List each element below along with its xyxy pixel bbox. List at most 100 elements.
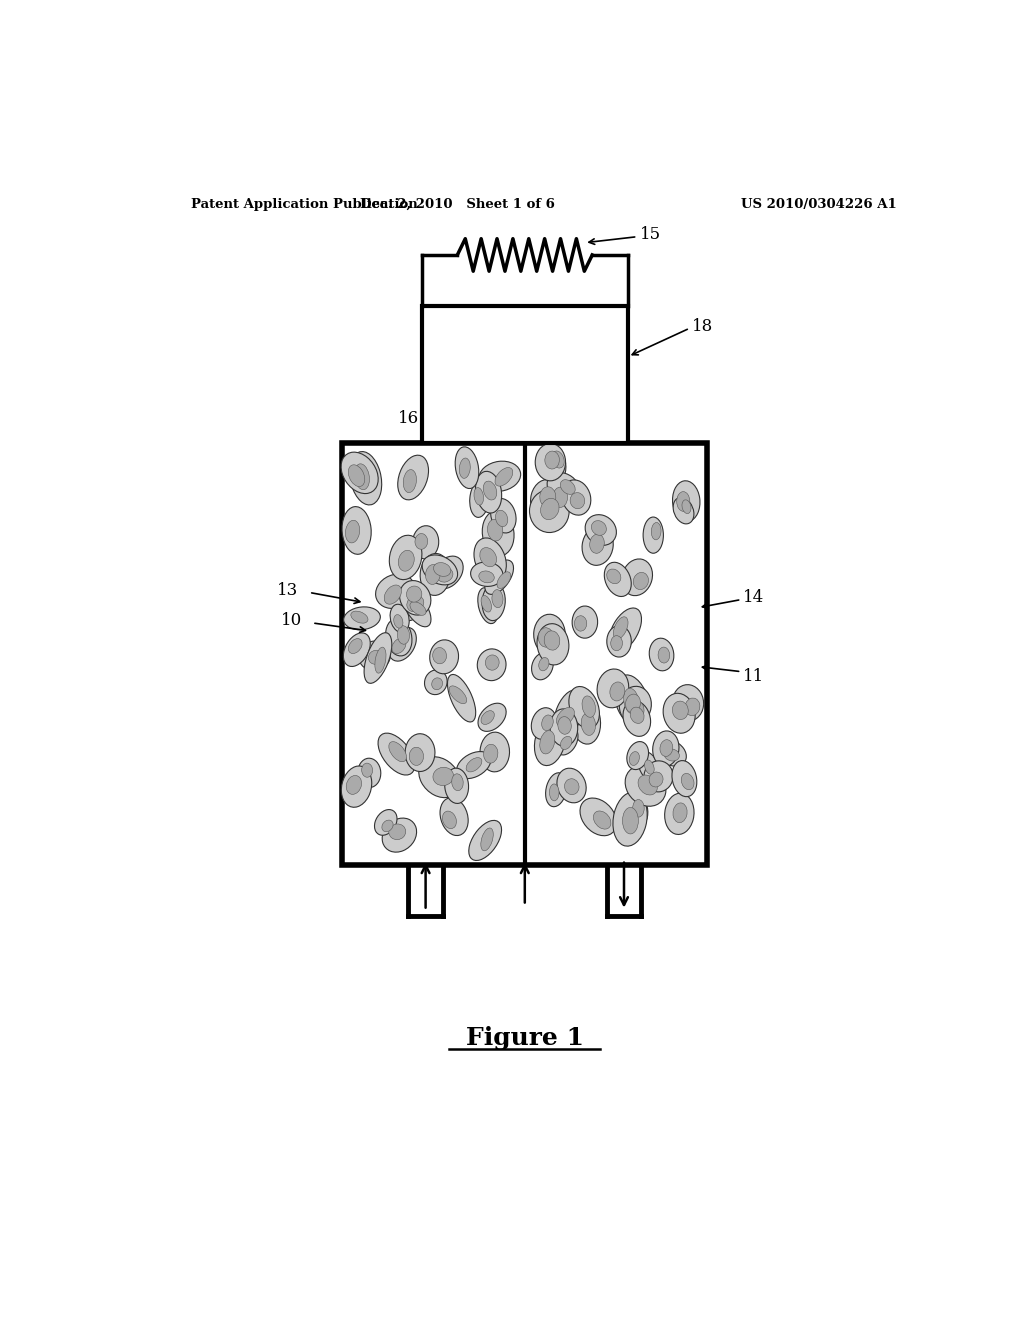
Ellipse shape xyxy=(422,554,458,585)
Ellipse shape xyxy=(430,640,459,673)
Ellipse shape xyxy=(569,686,599,729)
Ellipse shape xyxy=(388,627,417,661)
Ellipse shape xyxy=(556,708,574,726)
Ellipse shape xyxy=(402,590,431,627)
Ellipse shape xyxy=(633,800,644,817)
Ellipse shape xyxy=(590,535,604,553)
Ellipse shape xyxy=(557,768,586,803)
Ellipse shape xyxy=(466,758,482,772)
Ellipse shape xyxy=(633,573,648,590)
Ellipse shape xyxy=(542,445,566,482)
Ellipse shape xyxy=(673,701,688,719)
Ellipse shape xyxy=(681,774,694,789)
Ellipse shape xyxy=(426,565,440,585)
Ellipse shape xyxy=(342,507,372,554)
Ellipse shape xyxy=(531,652,553,680)
Ellipse shape xyxy=(610,682,625,701)
Ellipse shape xyxy=(552,451,564,469)
Ellipse shape xyxy=(469,821,502,861)
Ellipse shape xyxy=(555,726,578,755)
Ellipse shape xyxy=(544,631,560,651)
Ellipse shape xyxy=(382,818,417,853)
Ellipse shape xyxy=(447,675,476,722)
Text: 13: 13 xyxy=(278,582,299,599)
Ellipse shape xyxy=(570,492,585,508)
Ellipse shape xyxy=(550,709,578,746)
Ellipse shape xyxy=(644,760,673,792)
Ellipse shape xyxy=(479,572,495,583)
Text: 12: 12 xyxy=(497,400,518,417)
Ellipse shape xyxy=(535,717,565,766)
Ellipse shape xyxy=(554,690,584,739)
Ellipse shape xyxy=(386,619,412,656)
Text: US 2010/0304226 A1: US 2010/0304226 A1 xyxy=(740,198,896,211)
Ellipse shape xyxy=(630,751,639,766)
Ellipse shape xyxy=(410,747,424,766)
Ellipse shape xyxy=(479,461,520,491)
Ellipse shape xyxy=(358,642,390,671)
Ellipse shape xyxy=(365,632,392,684)
Ellipse shape xyxy=(604,562,631,597)
Text: 14: 14 xyxy=(743,589,764,606)
Ellipse shape xyxy=(553,487,567,507)
Ellipse shape xyxy=(350,451,382,506)
Text: Dec. 2, 2010   Sheet 1 of 6: Dec. 2, 2010 Sheet 1 of 6 xyxy=(359,198,555,211)
Ellipse shape xyxy=(440,797,468,836)
Ellipse shape xyxy=(623,692,648,727)
Ellipse shape xyxy=(624,688,639,714)
Ellipse shape xyxy=(354,463,370,490)
Ellipse shape xyxy=(531,708,556,739)
Ellipse shape xyxy=(343,632,371,667)
Ellipse shape xyxy=(397,455,428,500)
Ellipse shape xyxy=(413,525,438,558)
Ellipse shape xyxy=(572,606,598,638)
Ellipse shape xyxy=(375,647,386,673)
Ellipse shape xyxy=(655,739,686,766)
Ellipse shape xyxy=(614,675,649,726)
Ellipse shape xyxy=(403,470,417,492)
Ellipse shape xyxy=(470,480,489,517)
Ellipse shape xyxy=(357,758,381,788)
Ellipse shape xyxy=(665,793,694,834)
Ellipse shape xyxy=(481,828,494,851)
Ellipse shape xyxy=(537,623,569,665)
Ellipse shape xyxy=(626,694,640,713)
Ellipse shape xyxy=(625,766,666,807)
Ellipse shape xyxy=(485,655,499,671)
Ellipse shape xyxy=(480,548,497,566)
Ellipse shape xyxy=(497,572,511,589)
Ellipse shape xyxy=(560,479,575,495)
Ellipse shape xyxy=(378,733,415,775)
Ellipse shape xyxy=(390,605,410,632)
Ellipse shape xyxy=(341,453,378,494)
Ellipse shape xyxy=(623,701,650,737)
Text: 17: 17 xyxy=(588,411,609,428)
Ellipse shape xyxy=(606,569,621,583)
Ellipse shape xyxy=(482,511,514,556)
Ellipse shape xyxy=(558,717,571,734)
Ellipse shape xyxy=(541,475,572,517)
Ellipse shape xyxy=(407,595,424,611)
Polygon shape xyxy=(342,444,708,865)
Ellipse shape xyxy=(410,602,426,615)
Ellipse shape xyxy=(546,772,567,807)
Ellipse shape xyxy=(346,775,361,795)
Ellipse shape xyxy=(673,480,700,521)
Ellipse shape xyxy=(651,523,662,540)
Ellipse shape xyxy=(613,616,628,639)
Ellipse shape xyxy=(580,799,616,836)
Ellipse shape xyxy=(395,583,429,620)
Ellipse shape xyxy=(630,708,644,723)
Ellipse shape xyxy=(682,500,691,513)
Ellipse shape xyxy=(415,533,428,549)
Ellipse shape xyxy=(597,669,629,708)
Ellipse shape xyxy=(425,669,447,694)
Ellipse shape xyxy=(478,587,498,623)
Ellipse shape xyxy=(539,628,553,647)
Ellipse shape xyxy=(627,742,648,770)
Text: 16: 16 xyxy=(397,411,419,428)
Ellipse shape xyxy=(433,562,451,577)
Ellipse shape xyxy=(375,809,397,836)
Ellipse shape xyxy=(610,636,623,651)
Text: 18: 18 xyxy=(691,318,713,334)
